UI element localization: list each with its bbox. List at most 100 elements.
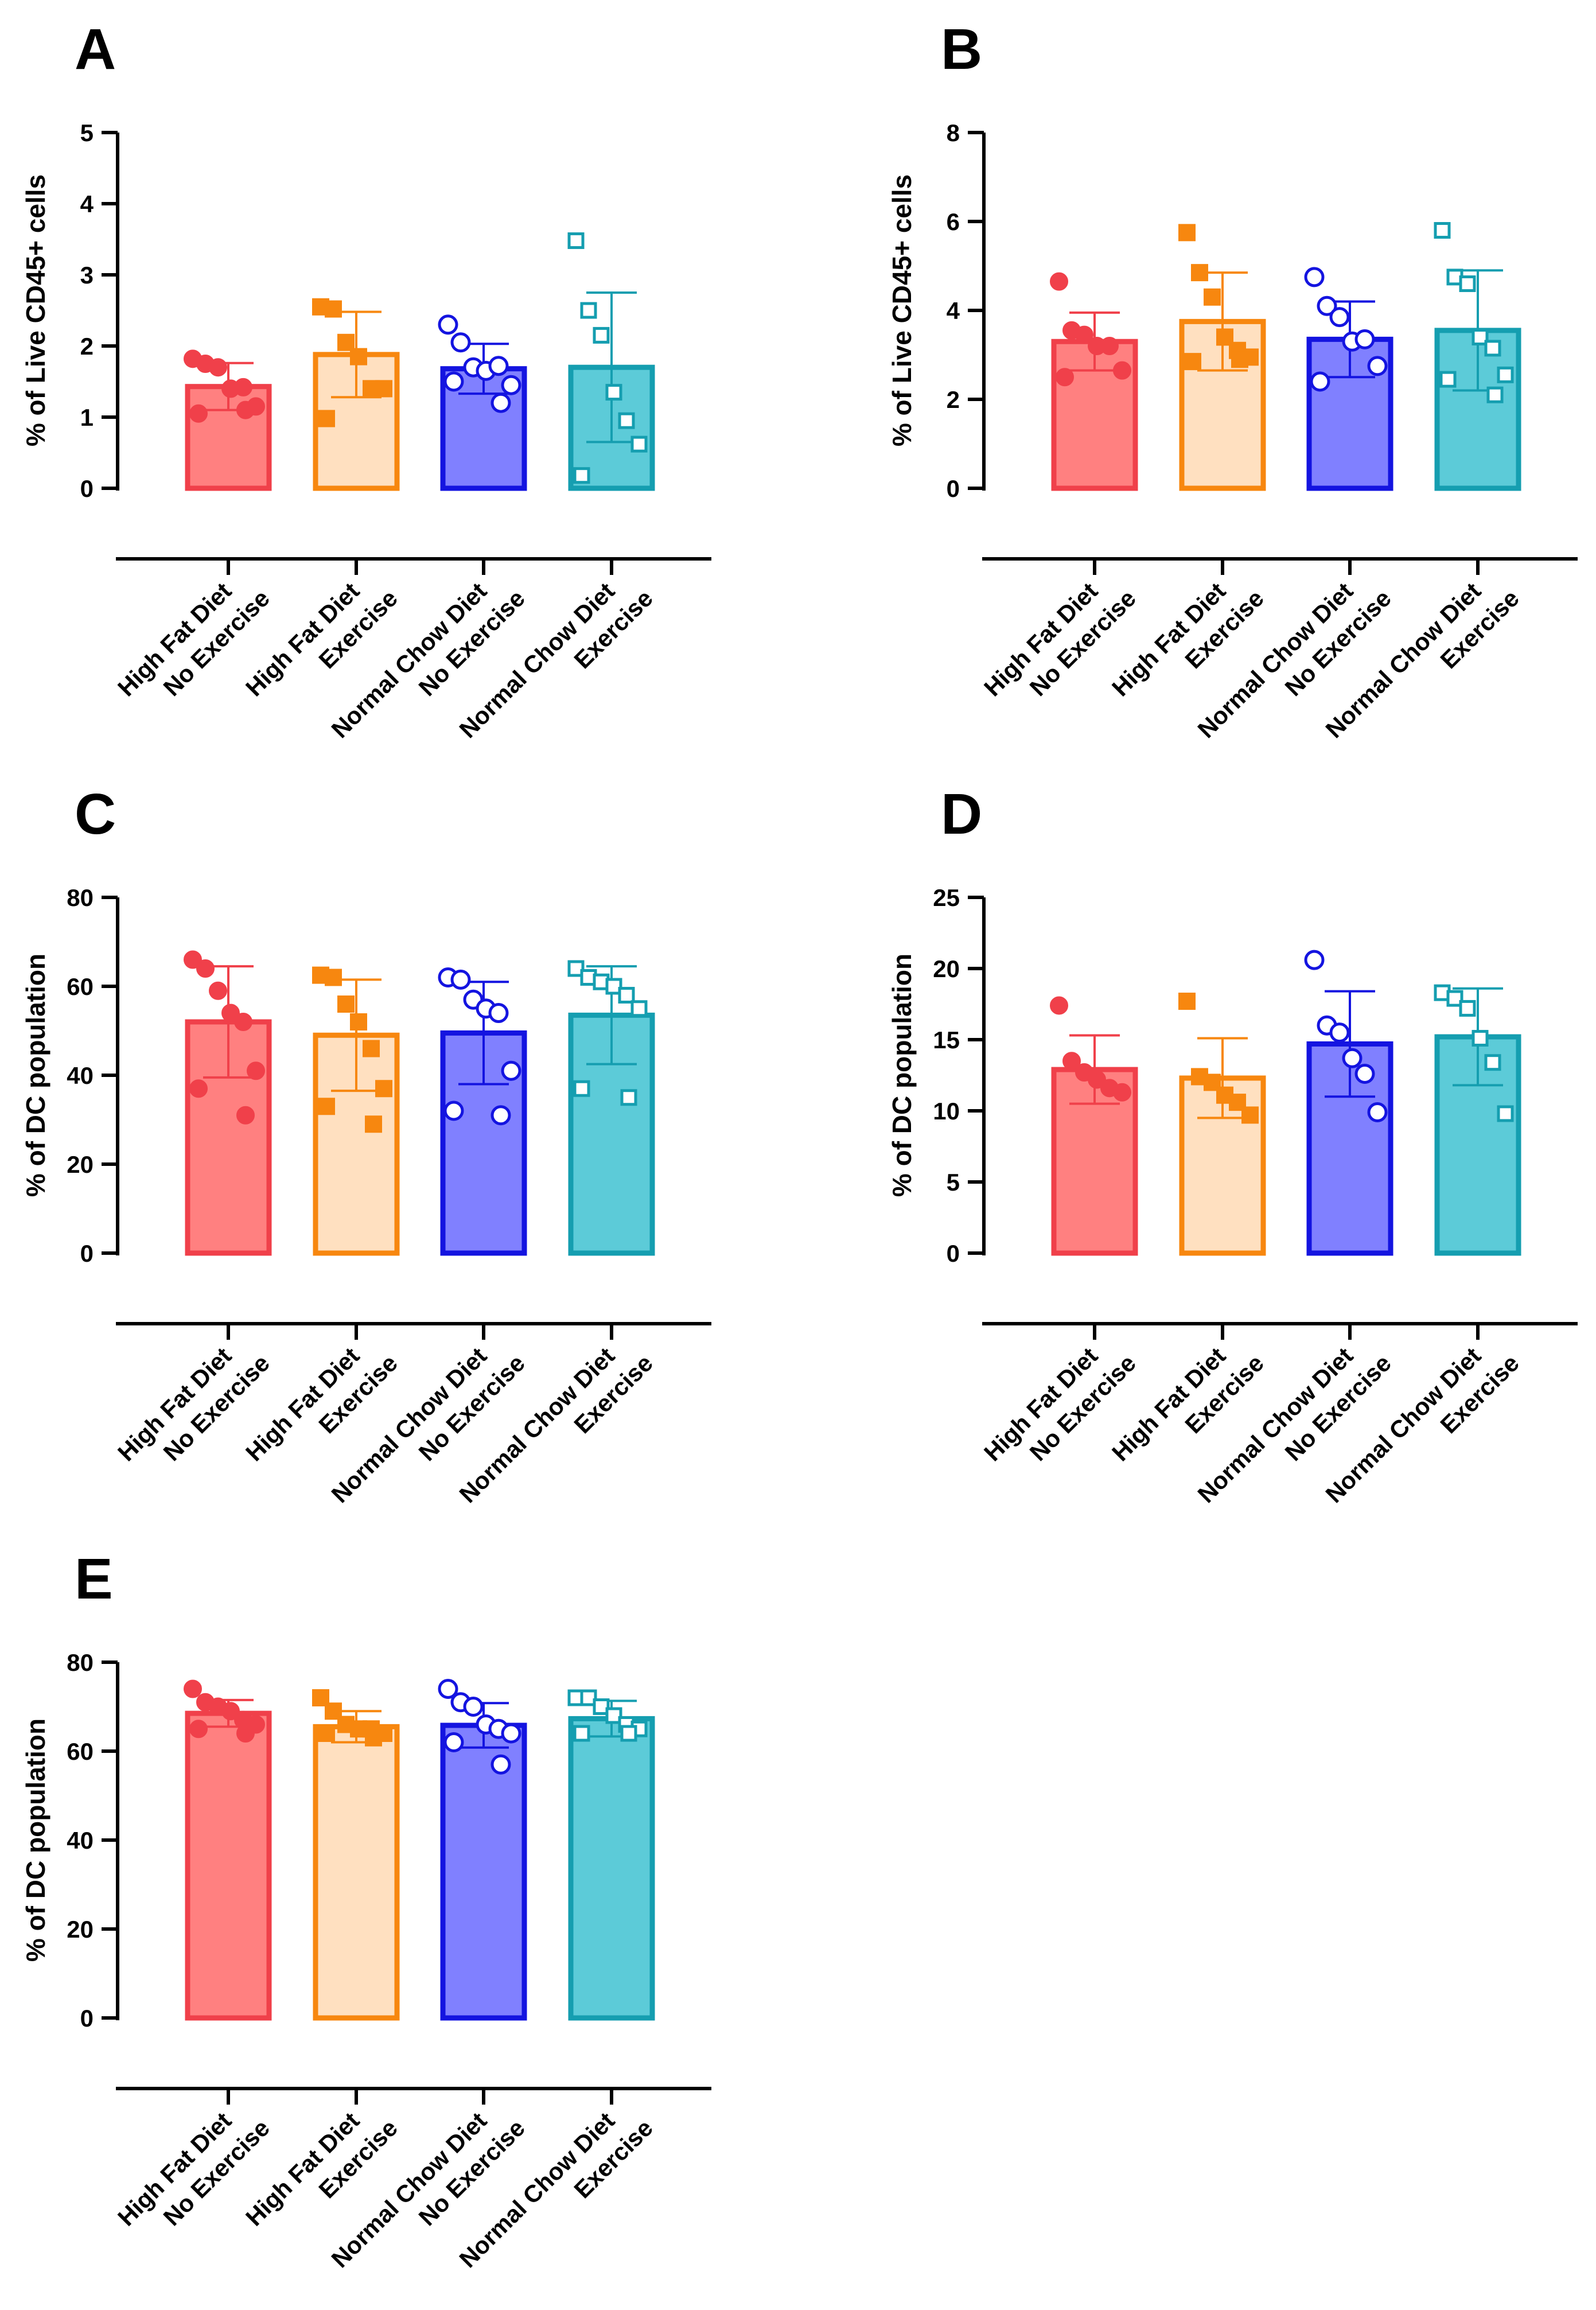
data-point xyxy=(1329,1022,1350,1043)
data-point xyxy=(221,1702,240,1721)
data-point xyxy=(247,1061,265,1080)
data-point xyxy=(618,987,635,1004)
data-point xyxy=(236,1724,255,1743)
data-point xyxy=(1354,329,1375,349)
y-tick-label: 2 xyxy=(947,386,960,413)
data-point xyxy=(1304,267,1325,287)
data-point xyxy=(196,959,215,978)
x-tick-label: High Fat DietNo Exercise xyxy=(112,562,275,724)
panel-e: E % of DC population 0 20 40 60 80 High Fat Die… xyxy=(21,1547,711,2273)
data-point xyxy=(1050,272,1068,291)
y-tick-label: 20 xyxy=(933,955,960,982)
y-tick-label: 25 xyxy=(933,884,960,911)
data-point xyxy=(1484,1054,1501,1071)
y-tick-label: 2 xyxy=(80,333,94,360)
data-point xyxy=(443,371,464,392)
data-point xyxy=(1342,1048,1363,1068)
data-point xyxy=(438,314,458,335)
x-tick-label: High Fat DietNo Exercise xyxy=(979,562,1141,724)
data-point xyxy=(1310,371,1330,392)
data-point xyxy=(1088,1070,1106,1089)
data-point xyxy=(365,1729,382,1747)
panel-a: A % of Live CD45+ cells 0 1 2 3 4 5 High Fat Die… xyxy=(21,17,711,743)
data-point xyxy=(184,950,202,969)
data-point xyxy=(1497,1105,1514,1122)
data-point xyxy=(325,969,342,986)
y-tick-label: 80 xyxy=(67,1649,94,1676)
y-tick-label: 4 xyxy=(947,297,960,324)
data-point xyxy=(438,1679,458,1699)
data-point xyxy=(593,326,610,344)
data-point xyxy=(236,400,255,419)
y-tick-label: 5 xyxy=(80,119,94,146)
data-point xyxy=(318,1725,335,1742)
data-point xyxy=(501,1060,521,1081)
data-point xyxy=(1304,950,1325,970)
y-tick-label: 20 xyxy=(67,1151,94,1178)
data-point xyxy=(189,1079,208,1098)
y-tick-label: 0 xyxy=(80,1240,94,1267)
y-tick-label: 0 xyxy=(947,1240,960,1267)
data-point xyxy=(318,1098,335,1115)
data-point xyxy=(1204,288,1221,306)
panel-letter: C xyxy=(75,782,116,846)
data-point xyxy=(365,1115,382,1133)
data-point xyxy=(618,412,635,429)
data-point xyxy=(501,1723,521,1744)
data-point xyxy=(318,410,335,427)
data-point xyxy=(1056,368,1074,387)
bar xyxy=(440,1722,527,2021)
panel-d: D % of DC population 0 5 10 15 20 25 High Fat Di… xyxy=(887,782,1578,1508)
data-point xyxy=(189,1720,208,1739)
data-point xyxy=(1050,996,1068,1015)
y-tick-label: 10 xyxy=(933,1098,960,1125)
data-point xyxy=(630,1000,648,1017)
data-point xyxy=(573,1080,590,1097)
data-point xyxy=(1241,1106,1259,1124)
y-tick-label: 60 xyxy=(67,1738,94,1765)
y-tick-label: 6 xyxy=(947,208,960,235)
data-point xyxy=(1459,1000,1476,1017)
data-point xyxy=(1439,371,1457,388)
y-tick-label: 0 xyxy=(80,475,94,502)
panel-letter: E xyxy=(75,1547,113,1611)
data-point xyxy=(488,356,509,376)
data-point xyxy=(463,1697,484,1717)
data-point xyxy=(1075,325,1093,344)
panel-c: C % of DC population 0 20 40 60 80 High Fat Die… xyxy=(21,782,711,1508)
data-point xyxy=(1062,1052,1081,1071)
y-tick-label: 0 xyxy=(80,2005,94,2032)
data-point xyxy=(501,375,521,395)
data-point xyxy=(1472,1030,1489,1047)
data-point xyxy=(620,1089,637,1106)
data-point xyxy=(209,981,227,1000)
data-point xyxy=(1100,337,1119,355)
panel-b: B % of Live CD45+ cells 0 2 4 6 8 High Fat Diet… xyxy=(887,17,1578,743)
panel-letter: D xyxy=(941,782,982,846)
panel-letter: B xyxy=(941,17,982,81)
data-point xyxy=(1329,307,1350,328)
data-point xyxy=(1317,295,1337,316)
data-point xyxy=(184,1679,202,1698)
data-point xyxy=(234,1013,252,1031)
data-point xyxy=(443,1100,464,1121)
y-tick-label: 40 xyxy=(67,1062,94,1089)
y-axis-label: % of DC population xyxy=(887,954,917,1197)
data-point xyxy=(337,333,355,351)
data-point xyxy=(450,332,471,353)
data-point xyxy=(450,969,471,990)
y-axis-label: % of Live CD45+ cells xyxy=(887,174,917,446)
data-point xyxy=(1497,366,1514,383)
data-point xyxy=(221,1004,240,1022)
y-tick-label: 1 xyxy=(80,404,94,431)
data-point xyxy=(1178,224,1196,242)
data-point xyxy=(1354,1064,1375,1084)
x-tick-label: High Fat DietNo Exercise xyxy=(112,2091,275,2254)
bar xyxy=(313,1724,400,2021)
y-tick-label: 4 xyxy=(80,190,94,217)
panel-letter: A xyxy=(75,17,116,81)
data-point xyxy=(1178,993,1196,1010)
data-point xyxy=(1486,386,1504,403)
data-point xyxy=(375,1080,392,1098)
